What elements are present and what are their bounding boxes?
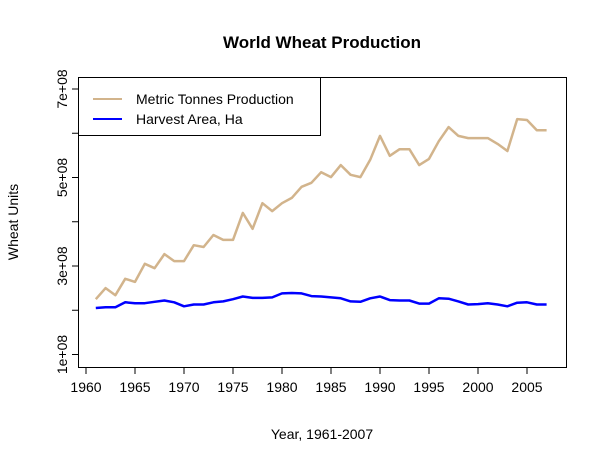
y-axis: 1e+08 3e+08 5e+08 7e+08 [54, 69, 79, 374]
x-tick-label: 2005 [511, 379, 542, 395]
x-tick-label: 1960 [70, 379, 101, 395]
y-tick-label: 1e+08 [54, 335, 70, 375]
x-axis-label: Year, 1961-2007 [271, 426, 373, 442]
y-tick-label: 7e+08 [54, 69, 70, 109]
x-tick-label: 2000 [462, 379, 493, 395]
x-tick-label: 1990 [364, 379, 395, 395]
legend-label-production: Metric Tonnes Production [136, 91, 294, 107]
y-tick-label: 3e+08 [54, 246, 70, 286]
legend: Metric Tonnes Production Harvest Area, H… [78, 77, 321, 136]
legend-box [78, 77, 321, 136]
x-tick-label: 1985 [315, 379, 346, 395]
legend-label-harvest-area: Harvest Area, Ha [136, 111, 243, 127]
y-tick-label: 5e+08 [54, 158, 70, 198]
series-lines [94, 117, 547, 310]
series-line-harvest-area [95, 291, 547, 310]
x-tick-label: 1970 [168, 379, 199, 395]
x-tick-label: 1995 [413, 379, 444, 395]
x-tick-label: 1980 [266, 379, 297, 395]
y-axis-label: Wheat Units [5, 184, 21, 260]
x-tick-label: 1975 [217, 379, 248, 395]
series-line-production [94, 117, 547, 301]
x-axis: 1960 1965 1970 1975 1980 1985 1990 1995 2000 2005 [70, 367, 543, 395]
x-tick-label: 1965 [119, 379, 150, 395]
chart-title: World Wheat Production [223, 33, 421, 52]
